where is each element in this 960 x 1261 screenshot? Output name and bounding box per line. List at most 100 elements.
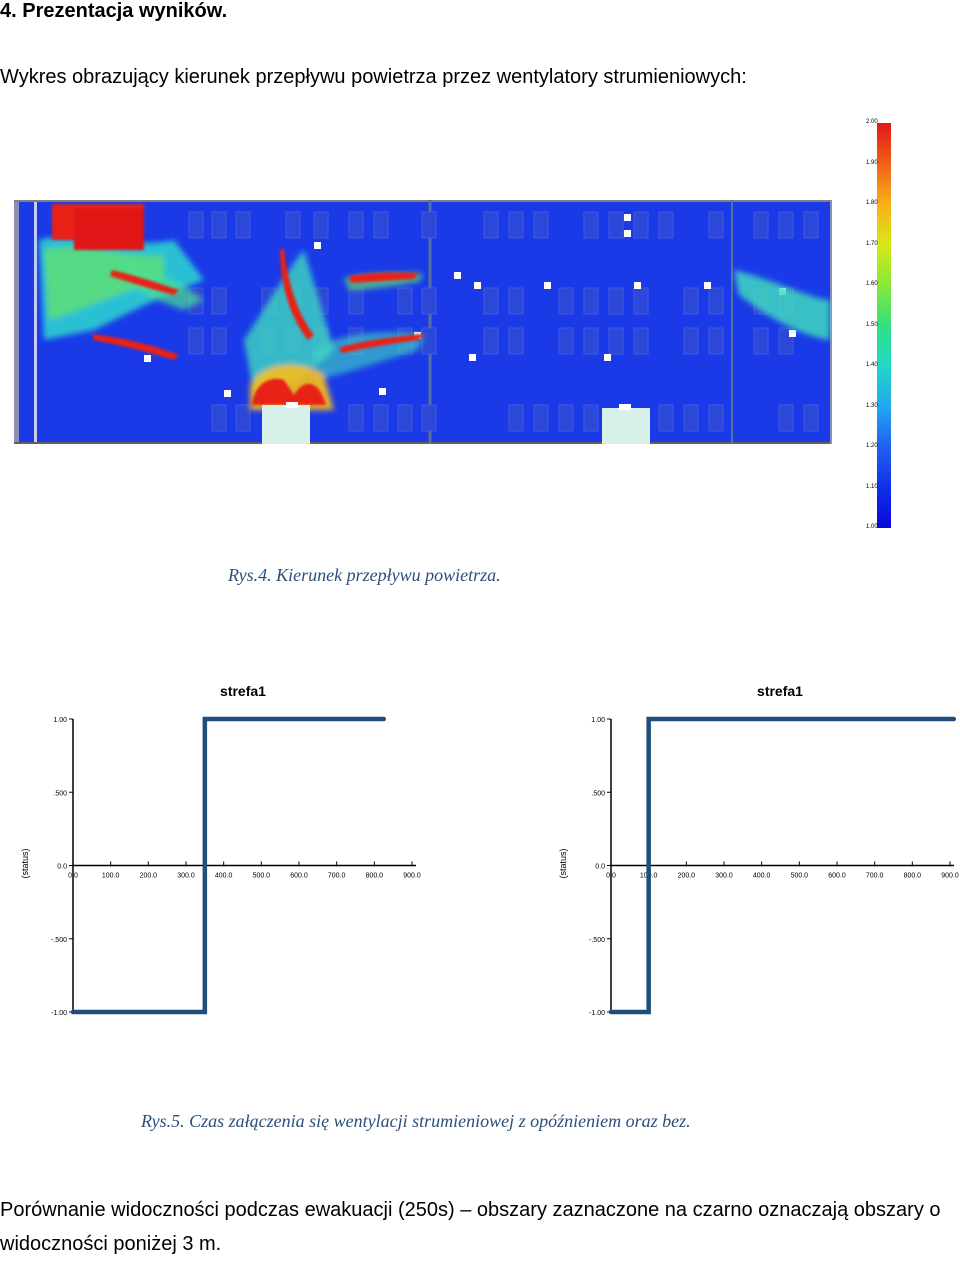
marker xyxy=(379,388,386,395)
parking-spot xyxy=(188,327,204,355)
chart-title: strefa1 xyxy=(220,683,266,699)
chart-title: strefa1 xyxy=(757,683,803,699)
parking-spot xyxy=(235,211,251,239)
parking-spot xyxy=(211,327,227,355)
parking-spot xyxy=(285,211,301,239)
color-scale-label: 1.60 xyxy=(866,281,878,287)
marker xyxy=(469,354,476,361)
status-series-line xyxy=(608,716,957,1015)
y-tick-label: -1.00 xyxy=(589,1010,605,1017)
x-tick-label: 400.0 xyxy=(215,873,233,880)
parking-spot xyxy=(508,404,524,432)
parking-spot xyxy=(373,211,389,239)
parking-spot xyxy=(708,327,724,355)
parking-spot xyxy=(421,327,437,355)
color-scale-label: 1.20 xyxy=(866,443,878,449)
parking-spot xyxy=(583,404,599,432)
parking-spot xyxy=(683,327,699,355)
x-tick-label: 600.0 xyxy=(290,873,308,880)
x-tick-label: 600.0 xyxy=(828,873,846,880)
x-tick-label: 800.0 xyxy=(366,873,384,880)
y-tick-label: -.500 xyxy=(589,937,605,944)
parking-spot xyxy=(211,287,227,315)
color-scale-label: 1.40 xyxy=(866,362,878,368)
figure-caption-5: Rys.5. Czas załączenia się wentylacji st… xyxy=(141,1111,691,1131)
x-tick-label: 900.0 xyxy=(941,873,959,880)
color-scale-label: 1.00 xyxy=(866,524,878,530)
parking-spot xyxy=(508,327,524,355)
parking-spot xyxy=(708,404,724,432)
parking-spot xyxy=(683,287,699,315)
x-tick-label: 100.0 xyxy=(102,873,120,880)
marker xyxy=(144,355,151,362)
parking-spot xyxy=(778,404,794,432)
marker xyxy=(454,272,461,279)
parking-spot xyxy=(483,327,499,355)
parking-spot xyxy=(397,287,413,315)
parking-spot xyxy=(633,287,649,315)
marker xyxy=(624,230,631,237)
figure-caption-4: Rys.4. Kierunek przepływu powietrza. xyxy=(228,565,501,585)
parking-spot xyxy=(608,327,624,355)
parking-spot xyxy=(397,404,413,432)
parking-spot xyxy=(658,404,674,432)
color-scale-bar xyxy=(877,123,891,528)
marker xyxy=(224,390,231,397)
parking-spot xyxy=(533,211,549,239)
color-scale-label: 2.00 xyxy=(866,119,878,125)
body-paragraph: Porównanie widoczności podczas ewakuacji… xyxy=(0,1199,941,1255)
x-tick-label: 200.0 xyxy=(678,873,696,880)
y-tick-label: .500 xyxy=(53,790,67,797)
parking-spot xyxy=(708,287,724,315)
parking-spot xyxy=(803,404,819,432)
parking-spot xyxy=(508,287,524,315)
marker xyxy=(314,242,321,249)
parking-spot xyxy=(583,211,599,239)
parking-spot xyxy=(211,404,227,432)
parking-spot xyxy=(483,211,499,239)
x-tick-label: 0.0 xyxy=(68,873,78,880)
parking-spot xyxy=(348,211,364,239)
parking-spot xyxy=(753,327,769,355)
parking-spot xyxy=(421,211,437,239)
marker xyxy=(624,214,631,221)
color-scale-label: 1.80 xyxy=(866,200,878,206)
color-scale-label: 1.30 xyxy=(866,402,878,409)
y-tick-label: 0.0 xyxy=(57,864,67,871)
color-scale-label: 1.10 xyxy=(866,483,878,490)
y-axis-label: (status) xyxy=(20,848,30,878)
x-tick-label: 0.0 xyxy=(606,873,616,880)
parking-spot xyxy=(778,211,794,239)
parking-spot xyxy=(583,327,599,355)
x-tick-label: 500.0 xyxy=(791,873,809,880)
x-tick-label: 300.0 xyxy=(177,873,195,880)
parking-spot xyxy=(421,404,437,432)
x-tick-label: 400.0 xyxy=(753,873,771,880)
y-tick-label: 1.00 xyxy=(591,717,605,724)
y-tick-label: 1.00 xyxy=(53,717,67,724)
parking-spot xyxy=(803,211,819,239)
marker xyxy=(474,282,481,289)
parking-spot xyxy=(421,287,437,315)
parking-spot xyxy=(235,404,251,432)
parking-spot xyxy=(633,211,649,239)
color-scale-label: 1.50 xyxy=(866,321,878,328)
marker xyxy=(634,282,641,289)
marker xyxy=(789,330,796,337)
x-tick-label: 700.0 xyxy=(866,873,884,880)
parking-spot xyxy=(683,404,699,432)
y-axis-label: (status) xyxy=(558,848,568,878)
intro-text: Wykres obrazujący kierunek przepływu pow… xyxy=(0,66,747,88)
parking-spot xyxy=(583,287,599,315)
parking-spot xyxy=(188,211,204,239)
x-tick-label: 300.0 xyxy=(715,873,733,880)
parking-spot xyxy=(658,211,674,239)
marker xyxy=(544,282,551,289)
parking-spot xyxy=(533,404,549,432)
parking-spot xyxy=(608,211,624,239)
x-tick-label: 700.0 xyxy=(328,873,346,880)
y-tick-label: -.500 xyxy=(51,937,67,944)
color-scale-label: 1.70 xyxy=(866,240,878,247)
parking-spot xyxy=(753,211,769,239)
